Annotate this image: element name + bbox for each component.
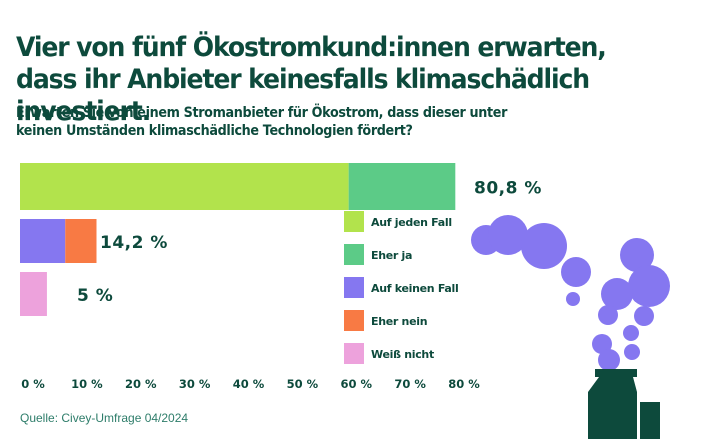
- chimney-small: [640, 402, 660, 439]
- smoke-cloud: [624, 344, 640, 360]
- x-tick-label: 20 %: [125, 377, 157, 391]
- smoke-cloud: [598, 305, 618, 325]
- x-tick-label: 50 %: [287, 377, 319, 391]
- x-tick-label: 60 %: [340, 377, 372, 391]
- smoke-cloud: [601, 278, 633, 310]
- source-note: Quelle: Civey-Umfrage 04/2024: [20, 411, 189, 425]
- bar-segment-wei-nicht: [20, 272, 47, 316]
- bar-total-label: 5 %: [77, 286, 113, 306]
- smoke-clouds: [471, 215, 670, 371]
- smoke-cloud: [634, 306, 654, 326]
- x-tick-label: 40 %: [233, 377, 265, 391]
- x-tick-label: 10 %: [71, 377, 103, 391]
- smoke-cloud: [592, 334, 612, 354]
- x-axis: 0 % 10 % 20 % 30 % 40 % 50 % 60 % 70 % 80 %: [21, 377, 480, 391]
- legend-swatch: [344, 277, 364, 298]
- bars-group: [20, 163, 456, 316]
- legend-swatch: [344, 343, 364, 364]
- legend-swatch: [344, 211, 364, 232]
- chart-subtitle: Erwarten Sie von einem Stromanbieter für…: [16, 105, 508, 139]
- legend-label: Eher nein: [371, 315, 427, 328]
- legend-label: Auf keinen Fall: [371, 282, 459, 295]
- chimney-body: [588, 377, 637, 439]
- bar-segment-eher-ja: [348, 163, 456, 210]
- bar-segment-auf-keinen-fall: [20, 219, 66, 263]
- x-tick-label: 0 %: [21, 377, 45, 391]
- chart-title: Vier von fünf Ökostromkund:innen erwarte…: [16, 32, 607, 127]
- smoke-cloud: [620, 238, 654, 272]
- legend-swatch: [344, 244, 364, 265]
- legend-label: Auf jeden Fall: [371, 216, 452, 229]
- bar-segment-eher-nein: [65, 219, 97, 263]
- bar-segment-auf-jeden-fall: [20, 163, 349, 210]
- smoke-cloud: [566, 292, 580, 306]
- smoke-cloud: [623, 325, 639, 341]
- legend: Auf jeden Fall Eher ja Auf keinen Fall Eher…: [344, 211, 459, 364]
- factory-smoke-icon: [471, 215, 670, 439]
- smoke-cloud: [561, 257, 591, 287]
- x-tick-label: 30 %: [179, 377, 211, 391]
- smoke-cloud: [598, 349, 620, 371]
- bar-total-label: 80,8 %: [474, 179, 542, 199]
- total-labels-group: 80,8 % 14,2 % 5 %: [77, 179, 542, 307]
- factory-chimneys: [588, 369, 660, 439]
- smoke-cloud: [488, 215, 528, 255]
- legend-swatch: [344, 310, 364, 331]
- smoke-cloud: [521, 223, 567, 269]
- legend-label: Weiß nicht: [371, 348, 434, 361]
- x-tick-label: 80 %: [448, 377, 480, 391]
- chimney-top: [595, 369, 637, 377]
- x-tick-label: 70 %: [394, 377, 426, 391]
- bar-total-label: 14,2 %: [100, 233, 168, 253]
- smoke-cloud: [628, 265, 670, 307]
- legend-label: Eher ja: [371, 249, 412, 262]
